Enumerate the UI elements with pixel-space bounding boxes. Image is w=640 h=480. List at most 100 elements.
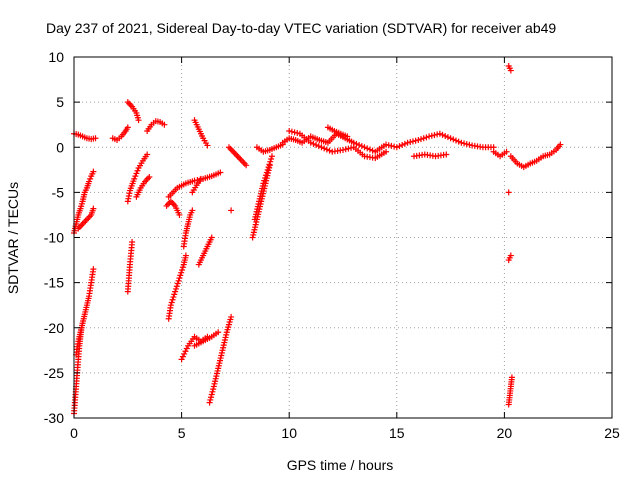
data-series-arc-22	[225, 144, 250, 169]
data-point	[268, 155, 275, 162]
data-point	[323, 146, 330, 153]
data-series-arc-23	[228, 207, 235, 214]
data-point	[361, 144, 368, 151]
data-point	[124, 124, 131, 131]
data-series-arc-36	[505, 374, 515, 408]
data-series-arc-03	[75, 205, 97, 232]
data-point	[420, 135, 427, 142]
data-series-arc-05	[73, 266, 97, 358]
data-point	[260, 180, 267, 187]
x-tick-label: 5	[178, 425, 186, 441]
data-point	[428, 132, 435, 139]
data-point	[364, 145, 371, 152]
data-point	[228, 207, 235, 214]
y-tick-label: -30	[44, 410, 64, 426]
data-point	[161, 121, 168, 128]
data-point	[169, 296, 176, 303]
data-point	[557, 141, 564, 148]
data-point	[505, 189, 512, 196]
data-point	[173, 285, 180, 292]
data-point	[210, 386, 217, 393]
data-point	[265, 164, 272, 171]
data-point	[134, 167, 141, 174]
data-point	[366, 146, 373, 153]
data-point	[263, 169, 270, 176]
data-series-arc-21	[191, 117, 211, 149]
data-series-arc-20	[206, 313, 235, 406]
data-point	[407, 139, 414, 146]
data-point	[399, 141, 406, 148]
y-tick-label: -5	[52, 184, 65, 200]
data-point	[90, 205, 97, 212]
data-point	[167, 302, 174, 309]
data-point	[92, 135, 99, 142]
data-point	[450, 136, 457, 143]
data-point	[286, 128, 293, 135]
data-point	[383, 141, 390, 148]
data-series-arc-29	[324, 124, 351, 140]
y-tick-label: -15	[44, 275, 64, 291]
data-point	[178, 356, 185, 363]
data-point	[87, 175, 94, 182]
data-point	[171, 291, 178, 298]
data-series-arc-07	[124, 99, 142, 124]
data-point	[458, 139, 465, 146]
data-point	[388, 142, 395, 149]
data-series-arc-33	[505, 63, 514, 74]
data-series-arc-08	[144, 118, 168, 135]
data-point	[404, 139, 411, 146]
data-point	[191, 177, 198, 184]
data-point	[310, 140, 317, 147]
data-point	[294, 130, 301, 137]
data-series-arc-01	[71, 130, 99, 143]
data-series-arc-11	[124, 239, 136, 295]
axis-ticks: 0 5 10 15 20 25 -30 -25 -20 -15 -10 -5 0 5 10	[44, 49, 620, 441]
data-series-arc-12	[163, 198, 183, 218]
data-point	[383, 148, 390, 155]
data-series-arc-34	[505, 189, 512, 196]
data-point	[262, 172, 269, 179]
data-point	[503, 148, 510, 155]
data-point	[315, 143, 322, 150]
data-point	[409, 138, 416, 145]
data-point	[396, 143, 403, 150]
data-point	[463, 141, 470, 148]
data-series-arc-25	[251, 153, 275, 223]
x-axis-label: GPS time / hours	[287, 457, 394, 473]
data-series-arc-17	[195, 234, 215, 268]
data-point	[181, 350, 188, 357]
data-point	[228, 313, 235, 320]
data-point	[90, 168, 97, 175]
data-point	[209, 388, 216, 395]
data-point	[412, 137, 419, 144]
data-point	[262, 174, 269, 181]
x-tick-label: 15	[389, 425, 405, 441]
data-point	[208, 394, 215, 401]
data-point	[182, 348, 189, 355]
data-point	[344, 133, 351, 140]
data-point	[179, 353, 186, 360]
data-point	[418, 136, 425, 143]
data-point	[353, 140, 360, 147]
data-series-arc-30	[411, 151, 450, 160]
data-point	[189, 207, 196, 214]
data-point	[401, 140, 408, 147]
data-point	[267, 158, 274, 165]
data-point	[264, 166, 271, 173]
data-point	[385, 142, 392, 149]
data-series-arc-09	[124, 151, 151, 205]
data-point	[176, 275, 183, 282]
data-point	[215, 329, 222, 336]
data-point	[170, 294, 177, 301]
data-point	[90, 266, 97, 273]
data-series-arc-32	[507, 141, 564, 171]
data-point	[447, 135, 454, 142]
data-point	[206, 399, 213, 406]
data-point	[313, 141, 320, 148]
data-series-arc-35	[505, 252, 514, 264]
data-series-arc-27	[279, 130, 497, 155]
data-point	[507, 252, 514, 259]
data-point	[415, 137, 422, 144]
data-point	[321, 145, 328, 152]
data-point	[358, 143, 365, 150]
